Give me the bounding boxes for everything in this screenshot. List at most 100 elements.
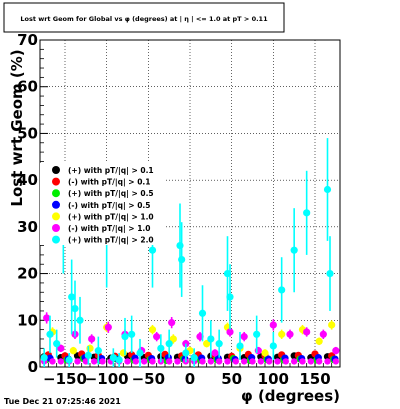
data-point-floor	[149, 358, 156, 365]
legend-marker	[52, 177, 60, 186]
data-point	[68, 293, 76, 301]
data-point-floor	[290, 358, 298, 365]
data-point	[88, 335, 96, 343]
y-tick-label: 40	[17, 171, 38, 189]
y-tick-label: 0	[28, 358, 38, 376]
data-point	[328, 321, 336, 329]
data-point	[43, 314, 51, 322]
data-point	[65, 356, 73, 364]
data-point-floor	[74, 358, 81, 365]
data-point	[240, 333, 248, 341]
data-point	[303, 328, 311, 336]
data-point	[84, 351, 92, 359]
data-point	[119, 349, 127, 357]
legend-marker	[52, 200, 60, 209]
legend-marker	[52, 212, 60, 221]
data-point	[169, 335, 177, 343]
data-point-floor	[265, 358, 273, 365]
x-tick-label: −150	[43, 370, 87, 388]
timestamp: Tue Dec 21 07:25:46 2021	[4, 397, 121, 406]
data-point-floor	[174, 358, 181, 365]
y-axis: 0 10 20 30 40 50 60 70	[17, 31, 48, 376]
legend-box	[40, 163, 164, 245]
x-tick-label: −50	[132, 370, 165, 388]
data-point	[128, 330, 136, 338]
data-point	[69, 347, 77, 355]
data-point	[319, 330, 327, 338]
data-point	[104, 323, 112, 331]
data-point-floor	[324, 358, 331, 365]
grid	[40, 40, 340, 367]
data-point	[290, 246, 298, 254]
y-tick-label: 30	[17, 218, 38, 236]
data-point	[153, 333, 161, 341]
data-point	[53, 340, 61, 348]
data-point	[190, 354, 198, 362]
data-point-floor	[315, 358, 323, 365]
data-point	[182, 349, 190, 357]
chart-title: Lost wrt Geom for Global vs φ (degrees) …	[20, 15, 268, 24]
data-point	[254, 347, 262, 355]
data-point-floor	[307, 358, 315, 365]
data-point	[40, 354, 48, 362]
x-tick-label: 50	[221, 370, 242, 388]
data-point-floor	[165, 358, 173, 365]
data-point	[203, 340, 211, 348]
data-point	[168, 319, 176, 327]
data-point	[165, 340, 173, 348]
legend-label: (-) with pT/|q| > 0.1	[68, 178, 150, 188]
y-tick-label: 20	[17, 265, 38, 283]
y-tick-label: 10	[17, 311, 38, 329]
data-point-floor	[57, 358, 65, 365]
data-point	[253, 330, 261, 338]
data-point	[198, 309, 207, 317]
y-tick-label: 70	[17, 31, 38, 49]
data-point	[86, 344, 94, 352]
data-point	[109, 354, 117, 362]
data-point	[211, 349, 219, 357]
data-point	[323, 185, 332, 194]
legend-label: (+) with pT/|q| > 0.5	[68, 189, 154, 199]
data-point	[286, 330, 294, 338]
data-point	[176, 241, 184, 250]
data-point-floor	[90, 358, 98, 365]
data-point	[76, 316, 84, 324]
data-point-floor	[257, 358, 265, 365]
data-point	[261, 349, 269, 357]
data-point-floor	[132, 358, 140, 365]
data-point	[315, 337, 323, 345]
data-point	[94, 347, 102, 355]
data-point	[148, 246, 157, 254]
data-point	[326, 269, 334, 278]
data-point-floor	[49, 358, 56, 365]
x-tick-label: 100	[258, 370, 289, 388]
x-axis: −150−100 −50 0 50 100 150	[43, 358, 333, 388]
y-axis-label: Lost wrt Geom (%)	[8, 49, 26, 206]
x-tick-label: 150	[299, 370, 330, 388]
data-point-floor	[215, 358, 223, 365]
data-point	[148, 326, 157, 334]
y-tick-label: 60	[17, 78, 38, 96]
legend-label: (+) with pT/|q| > 2.0	[68, 236, 154, 246]
data-point	[303, 209, 311, 217]
data-point	[278, 330, 286, 338]
legend: (+) with pT/|q| > 0.1 (-) with pT/|q| > 0…	[40, 163, 164, 246]
data-point	[278, 286, 286, 294]
data-point	[226, 293, 234, 301]
data-point-floor	[232, 358, 240, 365]
data-point	[215, 340, 223, 348]
data-point	[46, 330, 54, 338]
x-tick-label: 0	[185, 370, 195, 388]
data-point	[71, 305, 79, 313]
y-tick-label: 50	[17, 124, 38, 142]
data-point	[207, 335, 215, 343]
data-point	[157, 344, 165, 352]
data-point-floor	[199, 358, 206, 365]
data-point	[226, 328, 234, 336]
data-point-floor	[140, 358, 148, 365]
data-point	[269, 342, 277, 350]
data-point	[332, 347, 340, 355]
data-point	[115, 356, 123, 364]
legend-marker	[52, 235, 60, 244]
